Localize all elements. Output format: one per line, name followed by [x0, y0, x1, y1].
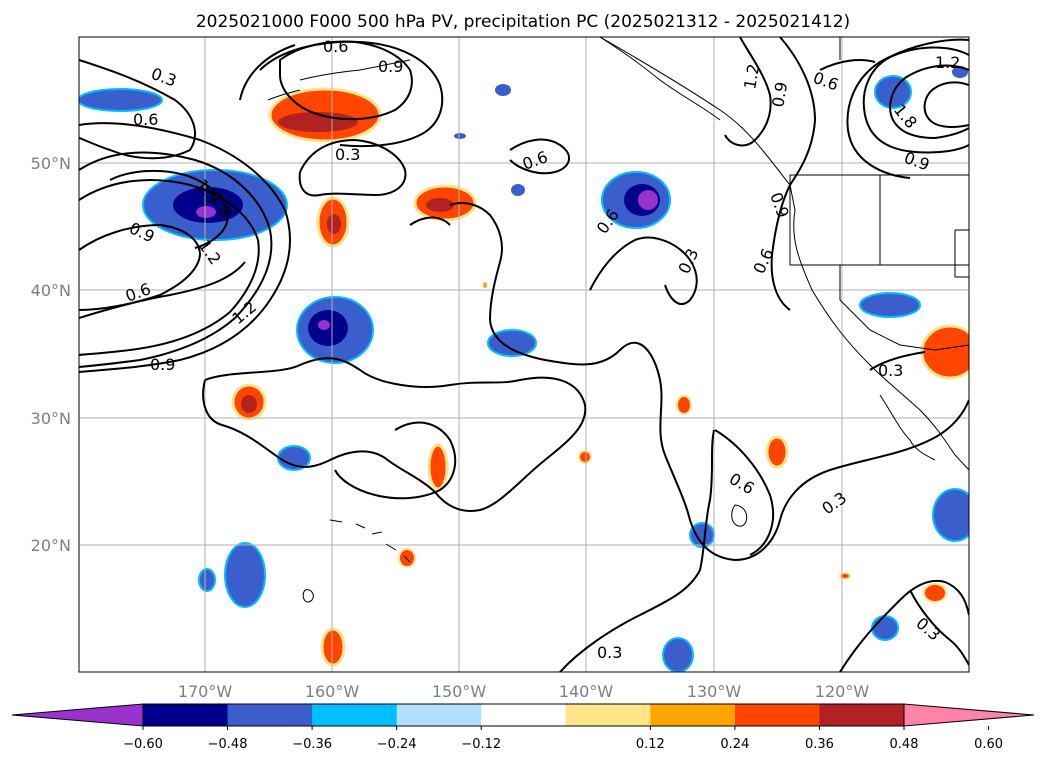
map-frame [78, 36, 970, 673]
contour-label: 0.3 [335, 145, 360, 164]
coastlines [267, 37, 969, 603]
contour-label: 0.9 [378, 57, 403, 76]
lat-label: 50°N [31, 154, 71, 173]
contour-label: 1.2 [935, 53, 960, 72]
contour-label: 0.6 [133, 110, 158, 129]
colorbar-bin [650, 704, 736, 726]
contour-label: 0.6 [323, 37, 348, 56]
colorbar-bin [734, 704, 820, 726]
colorbar-bin [312, 704, 398, 726]
colorbar-bin [819, 704, 905, 726]
contour-label: 0.9 [768, 80, 791, 108]
contour-label: 0.3 [597, 643, 622, 662]
colorbar-bin [565, 704, 651, 726]
contour-label: 0.9 [150, 355, 175, 374]
colorbar-tick-label: −0.48 [208, 737, 248, 752]
colorbar-tick-label: 0.60 [974, 737, 1003, 752]
colorbar-tick-label: −0.60 [123, 737, 163, 752]
colorbar-extend-low [11, 703, 144, 727]
pv-contours [79, 37, 969, 672]
lon-label: 140°W [559, 682, 614, 701]
colorbar-bin [143, 704, 229, 726]
lon-label: 130°W [687, 682, 742, 701]
colorbar-tick-label: −0.36 [292, 737, 332, 752]
colorbar-extend-high [903, 703, 1035, 727]
map-title: 2025021000 F000 500 hPa PV, precipitatio… [196, 12, 850, 32]
colorbar-bin [396, 704, 482, 726]
lat-label: 30°N [31, 409, 71, 428]
contour-label: 1.2 [740, 62, 763, 90]
lon-label: 170°W [178, 682, 233, 701]
lat-label: 40°N [31, 281, 71, 300]
colorbar-tick-label: 0.24 [720, 737, 749, 752]
lon-label: 160°W [305, 682, 360, 701]
positive-precip-shading [231, 87, 969, 667]
lon-label: 120°W [815, 682, 870, 701]
contour-label: 0.3 [878, 361, 903, 380]
colorbar-tick-label: 0.12 [636, 737, 665, 752]
colorbar: −0.60 −0.48 −0.36 −0.24 −0.12 0.12 0.24 0.36 0.4… [11, 703, 1035, 752]
lon-label: 150°W [432, 682, 487, 701]
colorbar-tick-label: 0.36 [805, 737, 834, 752]
colorbar-tick-label: −0.24 [377, 737, 417, 752]
colorbar-tick-label: 0.48 [890, 737, 919, 752]
colorbar-tick-label: −0.12 [461, 737, 501, 752]
colorbar-frame [142, 703, 905, 727]
lat-label: 20°N [31, 536, 71, 555]
colorbar-bin [481, 704, 567, 726]
map-area: 0.3 0.6 0.6 0.9 0.3 0.6 0.9 1.5 1.8 1.2 … [79, 37, 969, 672]
negative-precip-shading [79, 66, 969, 672]
colorbar-bin [227, 704, 313, 726]
longitude-labels: 170°W 160°W 150°W 140°W 130°W 120°W [178, 682, 870, 701]
latitude-labels: 50°N 40°N 30°N 20°N [31, 154, 71, 555]
